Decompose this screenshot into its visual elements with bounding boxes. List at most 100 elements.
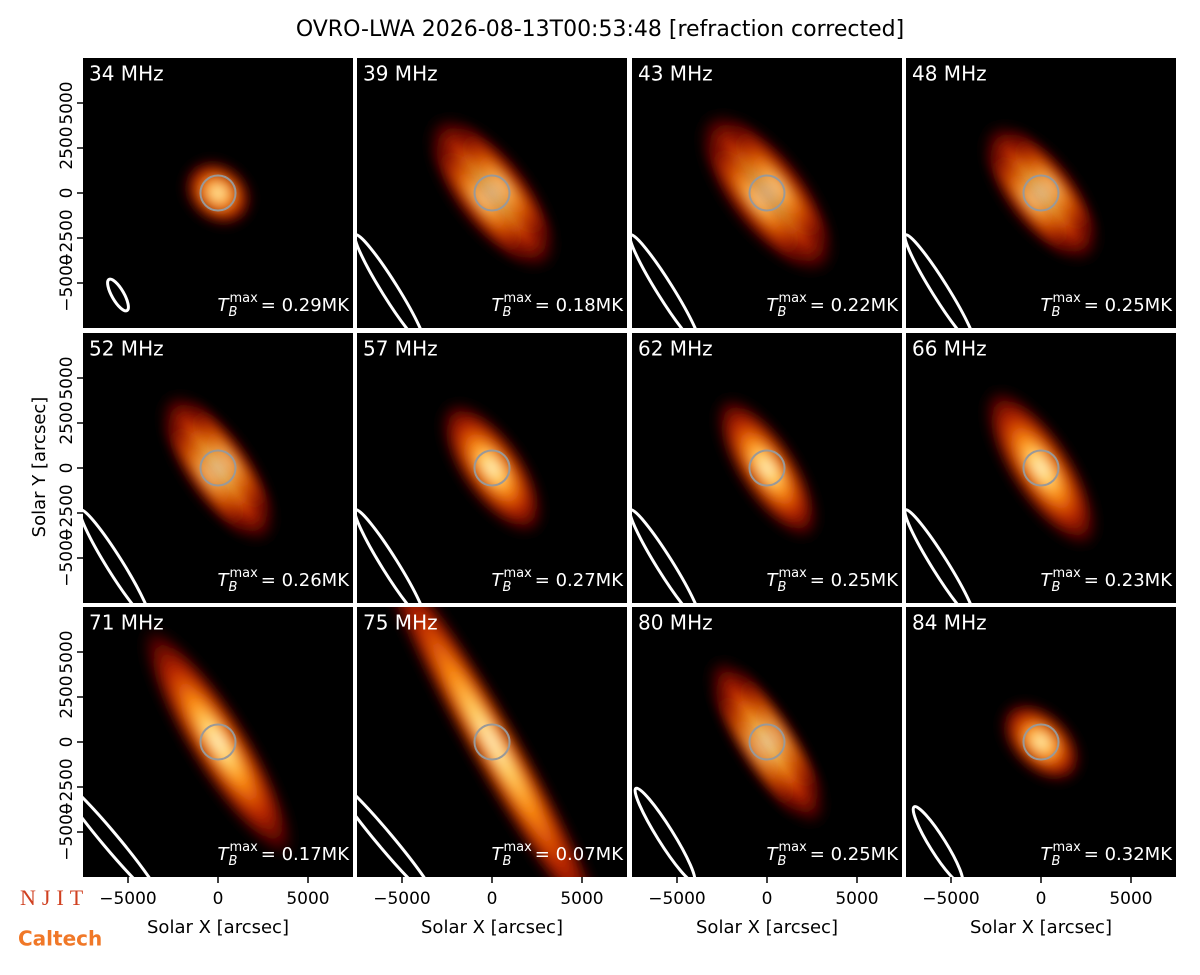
tb-part: B <box>229 854 238 869</box>
image <box>83 58 353 328</box>
tb-part: max <box>1052 840 1081 855</box>
beam <box>906 233 977 328</box>
frequency-label: 34 MHz <box>89 62 164 86</box>
beam <box>633 786 697 877</box>
solar-disk <box>1022 449 1060 487</box>
solar-disk <box>199 449 237 487</box>
tb-part: B <box>1052 854 1061 869</box>
x-tick-label: 5000 <box>560 889 603 909</box>
x-tick-label: 5000 <box>286 889 329 909</box>
x-axis-label: Solar X [arcsec] <box>421 917 563 938</box>
beam <box>357 233 427 328</box>
tb-part: = 0.25MK <box>1084 295 1173 316</box>
y-tick-label: 2500 <box>57 401 77 444</box>
tb-part: max <box>229 840 258 855</box>
emission-stripe <box>727 120 829 249</box>
tb-part: = 0.27MK <box>535 570 624 591</box>
x-tick-label: −5000 <box>373 889 431 909</box>
tb-part: T <box>492 295 505 316</box>
tb-max-label: TBmax = 0.22MK <box>767 291 900 320</box>
frequency-label: 48 MHz <box>912 62 987 86</box>
image <box>83 333 353 603</box>
tb-part: T <box>218 570 231 591</box>
emission <box>426 114 558 272</box>
image <box>357 607 627 877</box>
tb-max-label: TBmax = 0.32MK <box>1041 840 1174 869</box>
tb-part: B <box>503 580 512 595</box>
y-tick-label: 2500 <box>57 675 77 718</box>
panel: 80 MHz TBmax = 0.25MK <box>632 607 902 877</box>
beam <box>632 233 702 328</box>
y-tick-label: −2500 <box>57 484 77 542</box>
x-tick-label: 0 <box>213 889 224 909</box>
x-tick-label: 0 <box>762 889 773 909</box>
y-tick-label: −2500 <box>57 758 77 816</box>
logo-njit: NJIT <box>20 885 89 910</box>
beam <box>906 508 977 603</box>
y-tick-label: −5000 <box>57 803 77 861</box>
image <box>906 607 1176 877</box>
image <box>357 333 627 603</box>
tb-part: B <box>778 580 787 595</box>
tb-max-label: TBmax = 0.25MK <box>767 566 900 595</box>
panel: 57 MHz TBmax = 0.27MK <box>357 333 627 603</box>
tb-part: T <box>492 570 505 591</box>
tb-part: = 0.18MK <box>535 295 624 316</box>
panel: 34 MHz TBmax = 0.29MK <box>83 58 353 328</box>
tb-part: B <box>503 305 512 320</box>
panel: 39 MHz TBmax = 0.18MK <box>357 58 627 328</box>
tb-part: max <box>778 566 807 581</box>
panel: 62 MHz TBmax = 0.25MK <box>632 333 902 603</box>
y-tick-label: 2500 <box>57 126 77 169</box>
tb-max-label: TBmax = 0.25MK <box>1041 291 1174 320</box>
image <box>906 58 1176 328</box>
x-axis-label: Solar X [arcsec] <box>147 917 289 938</box>
tb-part: = 0.25MK <box>810 570 899 591</box>
tb-part: B <box>778 854 787 869</box>
y-tick-label: −5000 <box>57 529 77 587</box>
emission <box>159 391 277 545</box>
tb-part: max <box>1052 566 1081 581</box>
tb-part: max <box>503 291 532 306</box>
frequency-label: 62 MHz <box>638 337 713 361</box>
tb-part: B <box>1052 580 1061 595</box>
emission-stripe <box>432 140 529 262</box>
image <box>83 607 353 877</box>
x-axis-label: Solar X [arcsec] <box>970 917 1112 938</box>
frequency-label: 43 MHz <box>638 62 713 86</box>
frequency-label: 57 MHz <box>363 337 438 361</box>
panel: 71 MHz TBmax = 0.17MK <box>83 607 353 877</box>
tb-part: T <box>767 570 780 591</box>
panel: 84 MHz TBmax = 0.32MK <box>906 607 1176 877</box>
tb-part: T <box>1041 295 1054 316</box>
tb-max-label: TBmax = 0.25MK <box>767 840 900 869</box>
emission <box>982 386 1100 550</box>
tb-part: T <box>492 844 505 865</box>
x-tick-label: 0 <box>487 889 498 909</box>
tb-max-label: TBmax = 0.17MK <box>218 840 351 869</box>
panel: 52 MHz TBmax = 0.26MK <box>83 333 353 603</box>
tb-part: = 0.32MK <box>1084 844 1173 865</box>
beam <box>106 277 130 313</box>
tb-max-label: TBmax = 0.07MK <box>492 840 625 869</box>
beam <box>83 508 152 603</box>
y-tick-label: 0 <box>57 463 77 474</box>
x-tick-label: 0 <box>1036 889 1047 909</box>
image <box>357 58 627 328</box>
beam <box>357 508 427 603</box>
emission-stripe <box>1009 130 1096 239</box>
panel: 48 MHz TBmax = 0.25MK <box>906 58 1176 328</box>
panel: 43 MHz TBmax = 0.22MK <box>632 58 902 328</box>
solar-disk <box>748 174 786 212</box>
frequency-label: 80 MHz <box>638 611 713 635</box>
y-axis-label: Solar Y [arcsec] <box>29 397 50 538</box>
frequency-label: 52 MHz <box>89 337 164 361</box>
tb-part: max <box>503 566 532 581</box>
solar-disk <box>199 723 237 761</box>
y-tick-label: −5000 <box>57 254 77 312</box>
tb-part: max <box>778 291 807 306</box>
logo-caltech: Caltech <box>18 927 102 951</box>
y-tick-label: 0 <box>57 188 77 199</box>
image <box>632 607 902 877</box>
tb-part: = 0.23MK <box>1084 570 1173 591</box>
